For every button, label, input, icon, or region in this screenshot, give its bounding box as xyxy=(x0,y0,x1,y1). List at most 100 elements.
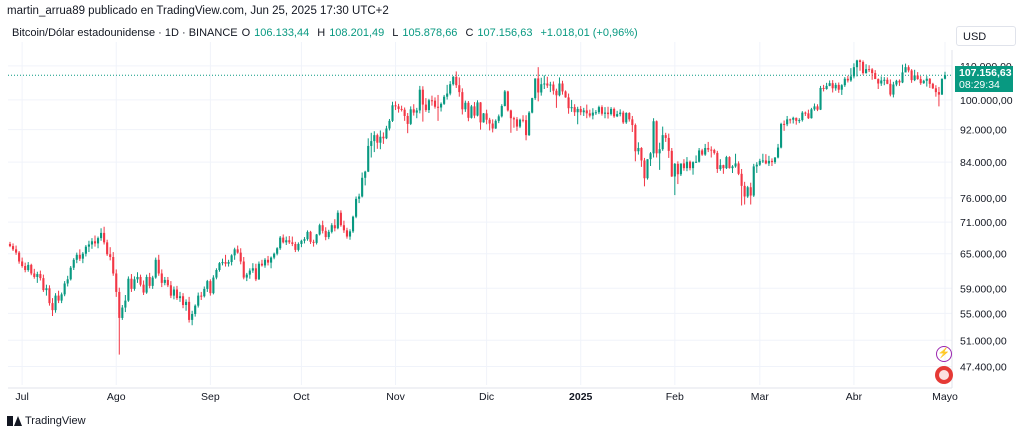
candle-body xyxy=(63,283,66,295)
candle-body xyxy=(415,110,418,113)
candle-body xyxy=(263,259,267,266)
open-value: 106.133,44 xyxy=(254,27,310,39)
candle-body xyxy=(585,110,588,114)
candle-body xyxy=(622,112,625,123)
y-tick-label: 51.000,00 xyxy=(960,335,1007,347)
candle-body xyxy=(722,165,725,169)
candle-body xyxy=(658,149,661,154)
candle-body xyxy=(312,241,315,243)
candle-body xyxy=(294,243,297,250)
candle-body xyxy=(358,196,361,199)
candle-body xyxy=(194,305,197,315)
candle-body xyxy=(676,163,679,175)
candle-body xyxy=(285,240,288,243)
candle-body xyxy=(473,106,476,116)
candle-body xyxy=(485,113,488,120)
candle-body xyxy=(482,113,485,123)
candle-body xyxy=(603,112,607,114)
candle-body xyxy=(792,117,795,120)
candle-body xyxy=(39,274,42,279)
high-label: H xyxy=(317,27,326,39)
candle-body xyxy=(464,102,467,110)
candle-body xyxy=(518,119,522,127)
candle-body xyxy=(248,270,251,275)
candle-body xyxy=(424,104,427,111)
candle-body xyxy=(685,161,689,169)
candle-body xyxy=(643,160,646,179)
candle-body xyxy=(591,112,594,116)
y-tick-label: 55.000,00 xyxy=(960,308,1007,320)
candle-body xyxy=(849,76,852,81)
candle-body xyxy=(655,121,658,154)
candle-body xyxy=(861,61,865,74)
candle-body xyxy=(506,91,509,111)
us-flag-icon[interactable] xyxy=(935,366,953,384)
candle-body xyxy=(561,83,564,92)
candle-body xyxy=(588,113,591,116)
candle-body xyxy=(813,106,816,110)
candle-body xyxy=(858,60,862,62)
candle-body xyxy=(910,70,913,81)
candle-body xyxy=(521,119,525,121)
currency-button[interactable]: USD xyxy=(956,26,1016,46)
candle-body xyxy=(749,187,752,196)
candle-body xyxy=(66,279,69,284)
candle-body xyxy=(227,262,230,264)
candle-body xyxy=(279,237,282,249)
x-tick-label: Mayo xyxy=(932,391,958,403)
candle-body xyxy=(197,295,200,306)
candle-body xyxy=(100,232,103,239)
candle-body xyxy=(789,119,792,121)
candle-body xyxy=(937,92,940,95)
candle-body xyxy=(36,274,39,277)
candle-body xyxy=(385,128,388,139)
candle-body xyxy=(582,110,585,113)
candle-body xyxy=(865,69,868,74)
candle-body xyxy=(8,243,12,247)
candle-body xyxy=(260,263,264,266)
candle-body xyxy=(631,119,634,126)
candle-body xyxy=(691,162,695,169)
candle-body xyxy=(166,279,169,286)
bolt-icon[interactable]: ⚡ xyxy=(936,346,952,362)
candle-body xyxy=(388,120,391,129)
candle-body xyxy=(537,78,540,93)
candle-body xyxy=(266,259,270,263)
candle-body xyxy=(157,259,160,274)
y-tick-label: 47.400,00 xyxy=(960,361,1007,373)
candle-body xyxy=(18,252,21,262)
candle-body xyxy=(72,259,75,268)
candle-body xyxy=(11,246,15,250)
symbol-title[interactable]: Bitcoin/Dólar estadounidense · 1D · BINA… xyxy=(12,27,238,39)
candle-body xyxy=(919,79,922,84)
brand-label: TradingView xyxy=(25,415,86,427)
candle-body xyxy=(616,114,619,117)
candle-body xyxy=(33,273,36,277)
x-tick-label: Nov xyxy=(386,391,405,403)
candle-body xyxy=(497,116,500,121)
candle-body xyxy=(713,150,716,153)
candle-body xyxy=(737,163,740,174)
candle-body xyxy=(90,241,94,245)
candle-body xyxy=(148,276,151,286)
candle-body xyxy=(382,136,385,139)
candle-body xyxy=(940,78,944,95)
candle-body xyxy=(773,157,777,163)
candle-body xyxy=(576,108,579,113)
candle-body xyxy=(646,159,649,179)
candle-body xyxy=(69,267,72,280)
candle-body xyxy=(916,75,919,80)
candle-body xyxy=(798,120,801,122)
candle-body xyxy=(704,147,707,155)
candle-body xyxy=(786,119,789,125)
last-price-value: 107.156,63 xyxy=(959,67,1012,79)
candle-body xyxy=(130,278,133,289)
candle-body xyxy=(87,244,90,247)
candle-body xyxy=(652,121,655,154)
candle-body xyxy=(780,123,783,148)
candle-body xyxy=(200,295,203,297)
candle-body xyxy=(925,78,928,81)
candle-body xyxy=(804,112,807,114)
candle-body xyxy=(934,88,937,93)
